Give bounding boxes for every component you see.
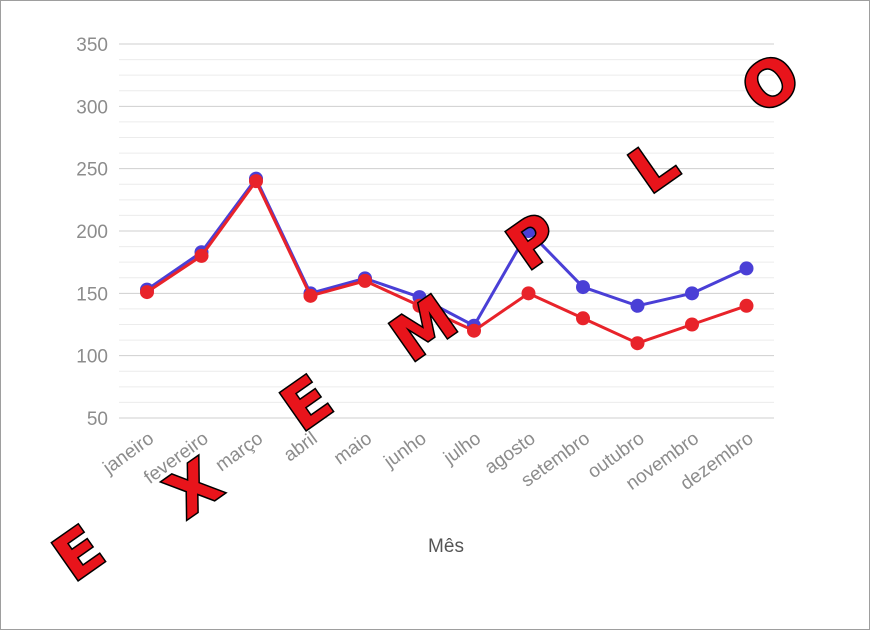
y-tick-label: 100 xyxy=(76,347,108,368)
series-1-point xyxy=(576,280,590,295)
x-tick-label: março xyxy=(212,428,267,476)
y-axis-ticks: 50 100 150 200 250 300 350 xyxy=(76,35,108,430)
y-tick-label: 150 xyxy=(76,284,108,305)
x-tick-label: junho xyxy=(380,428,431,473)
gridlines xyxy=(119,43,774,419)
x-tick-label: julho xyxy=(439,428,485,469)
y-tick-label: 300 xyxy=(76,97,108,118)
y-tick-label: 350 xyxy=(76,35,108,56)
series-1-point xyxy=(521,224,536,238)
watermark-letter: E xyxy=(40,511,117,595)
x-tick-label: maio xyxy=(330,428,376,469)
series-2-point xyxy=(303,288,318,303)
series-2-point xyxy=(412,298,427,313)
series-1-point xyxy=(630,298,645,313)
series-2-point xyxy=(140,285,154,300)
series-1-point xyxy=(739,261,754,276)
series-1-line xyxy=(146,177,748,328)
series-group xyxy=(140,171,754,351)
x-axis-title: Mês xyxy=(428,536,464,557)
series-2-line xyxy=(146,179,747,345)
series-2-point xyxy=(467,323,481,338)
y-tick-label: 250 xyxy=(76,160,108,181)
series-2-point xyxy=(739,298,754,313)
watermark-letter: O xyxy=(728,38,813,128)
series-2-point xyxy=(630,336,645,351)
watermark-letter: E xyxy=(268,361,345,445)
series-2-point xyxy=(576,311,590,326)
y-tick-label: 50 xyxy=(87,409,108,430)
series-2-point xyxy=(521,286,536,301)
series-2-point xyxy=(685,317,699,332)
watermark-letter: M xyxy=(377,281,469,376)
series-1-point xyxy=(685,286,699,301)
series-2-point xyxy=(194,248,209,263)
y-tick-label: 200 xyxy=(76,222,108,243)
series-2-point xyxy=(358,273,372,288)
series-2-point xyxy=(249,174,263,189)
